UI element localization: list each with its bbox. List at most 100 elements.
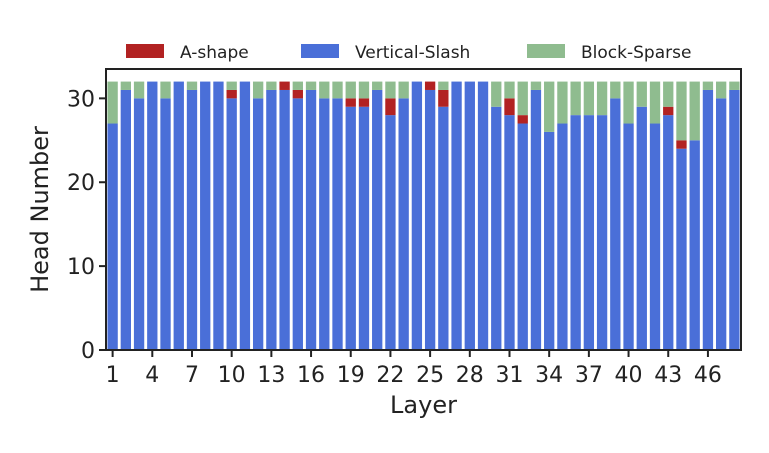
bar-vertical-slash-layer-41 [636,106,647,350]
bar-vertical-slash-layer-44 [676,148,687,350]
bar-block-sparse-layer-12 [252,81,264,99]
bar-vertical-slash-layer-18 [332,98,343,350]
bar-vertical-slash-layer-36 [570,115,581,350]
bar-vertical-slash-layer-15 [292,98,303,350]
bar-vertical-slash-layer-6 [173,81,184,350]
bar-vertical-slash-layer-5 [160,98,171,350]
bar-vertical-slash-layer-29 [477,81,489,350]
bar-block-sparse-layer-26 [438,81,449,90]
x-tick-label: 37 [575,363,603,388]
bar-block-sparse-layer-34 [544,81,555,132]
bar-vertical-slash-layer-30 [491,106,502,350]
bar-a-shape-layer-32 [517,115,528,124]
bar-block-sparse-layer-42 [649,81,661,124]
bar-block-sparse-layer-1 [107,81,118,124]
bar-vertical-slash-layer-9 [213,81,224,350]
bar-vertical-slash-layer-24 [411,81,423,350]
bars-group [107,81,740,351]
bar-block-sparse-layer-35 [557,81,568,124]
bar-block-sparse-layer-15 [292,81,303,90]
bar-vertical-slash-layer-1 [107,123,118,351]
x-tick-label: 13 [257,363,285,388]
x-tick-label: 31 [495,363,523,388]
bar-vertical-slash-layer-19 [345,106,356,350]
bar-vertical-slash-layer-40 [623,123,634,351]
bar-vertical-slash-layer-34 [544,131,555,350]
y-tick-label: 0 [81,339,95,364]
x-tick-label: 46 [694,363,722,388]
legend-swatch-vertical-slash [301,44,339,58]
y-axis-title: Head Number [26,126,54,293]
bar-vertical-slash-layer-25 [424,89,436,350]
bar-vertical-slash-layer-2 [120,89,131,350]
bar-vertical-slash-layer-7 [186,89,198,350]
bar-vertical-slash-layer-22 [385,115,396,350]
y-tick-label: 20 [67,171,95,196]
bar-block-sparse-layer-33 [530,81,542,90]
bar-vertical-slash-layer-21 [372,89,383,350]
bar-vertical-slash-layer-35 [557,123,568,351]
bar-vertical-slash-layer-12 [252,98,264,350]
bar-vertical-slash-layer-4 [147,81,158,350]
bar-vertical-slash-layer-42 [649,123,661,351]
bar-vertical-slash-layer-47 [716,98,727,350]
x-tick-label: 19 [337,363,365,388]
bar-vertical-slash-layer-33 [530,89,542,350]
bar-a-shape-layer-19 [345,98,356,107]
bar-vertical-slash-layer-10 [226,98,237,350]
bar-block-sparse-layer-16 [305,81,317,90]
bar-a-shape-layer-22 [385,98,396,116]
bar-block-sparse-layer-40 [623,81,634,124]
bar-vertical-slash-layer-13 [266,89,277,350]
bar-block-sparse-layer-36 [570,81,581,116]
bar-block-sparse-layer-5 [160,81,171,99]
bar-vertical-slash-layer-43 [663,115,674,350]
bar-a-shape-layer-31 [504,98,515,116]
bar-a-shape-layer-26 [438,89,449,107]
bar-block-sparse-layer-32 [517,81,528,116]
bar-block-sparse-layer-46 [702,81,714,90]
bar-vertical-slash-layer-8 [200,81,211,350]
x-tick-label: 4 [145,363,159,388]
legend-swatch-block-sparse [527,44,565,58]
bar-vertical-slash-layer-23 [398,98,409,350]
bar-vertical-slash-layer-32 [517,123,528,351]
legend-label-a-shape: A-shape [180,43,249,63]
bar-vertical-slash-layer-20 [358,106,370,350]
bar-vertical-slash-layer-38 [596,115,608,350]
bar-vertical-slash-layer-39 [610,98,621,350]
bar-block-sparse-layer-7 [186,81,198,90]
plot-frame [105,68,742,351]
x-tick-label: 22 [376,363,404,388]
x-tick-label: 28 [456,363,484,388]
bar-vertical-slash-layer-46 [702,89,714,350]
bar-block-sparse-layer-23 [398,81,409,99]
bar-block-sparse-layer-2 [120,81,131,90]
bar-a-shape-layer-15 [292,89,303,99]
x-tick-label: 16 [297,363,325,388]
bar-block-sparse-layer-43 [663,81,674,107]
bar-vertical-slash-layer-31 [504,115,515,350]
bar-a-shape-layer-14 [279,81,290,90]
x-tick-label: 34 [535,363,563,388]
bar-a-shape-layer-25 [424,81,436,90]
bar-vertical-slash-layer-45 [689,140,700,350]
bar-vertical-slash-layer-28 [464,81,475,350]
bar-vertical-slash-layer-11 [239,81,251,350]
bar-block-sparse-layer-41 [636,81,647,107]
y-tick-label: 30 [67,87,95,112]
legend-label-block-sparse: Block-Sparse [581,43,691,63]
bar-block-sparse-layer-13 [266,81,277,90]
x-axis: 1 4 7 10 13 16 19 22 25 28 31 34 37 40 43 46 [106,350,722,388]
bar-a-shape-layer-10 [226,89,237,99]
bar-vertical-slash-layer-3 [133,98,145,350]
bar-vertical-slash-layer-48 [729,89,740,350]
bar-vertical-slash-layer-17 [319,98,330,350]
bar-block-sparse-layer-3 [133,81,145,99]
bar-a-shape-layer-43 [663,106,674,116]
bar-block-sparse-layer-39 [610,81,621,99]
bar-vertical-slash-layer-26 [438,106,449,350]
y-axis: 0 10 20 30 [67,87,106,364]
